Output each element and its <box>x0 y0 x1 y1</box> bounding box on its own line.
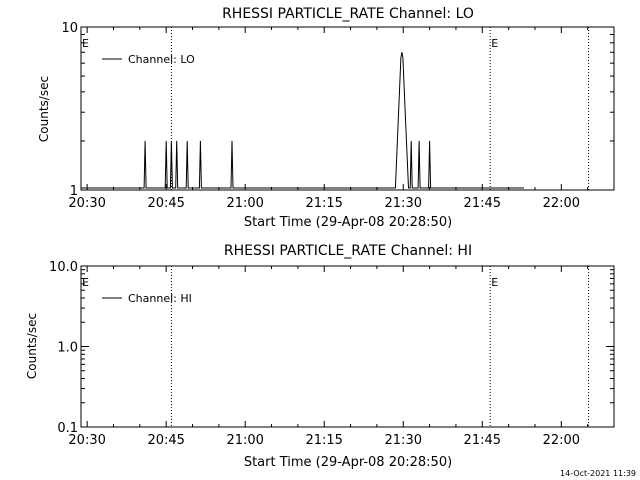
x-axis-label-lo: Start Time (29-Apr-08 20:28:50) <box>244 215 452 230</box>
x-tick-label: 22:00 <box>543 433 580 448</box>
panel-hi: RHESSI PARTICLE_RATE Channel: HI 20:30 20… <box>25 243 615 470</box>
x-tick-label: 21:45 <box>464 433 501 448</box>
y-axis-hi: 0.1 1.0 10.0 <box>49 260 614 436</box>
event-marker-label: E <box>491 276 498 289</box>
y-tick-label: 1.0 <box>57 341 78 356</box>
y-axis-lo: 1 10 <box>61 21 614 199</box>
x-tick-label: 22:00 <box>543 196 580 211</box>
x-tick-label: 20:30 <box>68 196 105 211</box>
plot-frame-hi <box>80 265 615 428</box>
y-tick-label: 10.0 <box>49 260 78 275</box>
x-tick-label: 21:30 <box>385 433 422 448</box>
series-line-lo <box>81 52 524 189</box>
x-tick-label: 20:45 <box>147 196 184 211</box>
x-axis-lo: 20:30 20:45 21:00 21:15 21:30 21:45 22:00 <box>68 27 589 211</box>
legend-label-lo: Channel: LO <box>128 53 195 66</box>
x-tick-label: 20:30 <box>68 433 105 448</box>
event-marker-label: E <box>491 37 498 50</box>
x-axis-label-hi: Start Time (29-Apr-08 20:28:50) <box>244 455 452 470</box>
x-tick-label: 21:15 <box>305 196 342 211</box>
plot-frame-lo <box>80 26 615 191</box>
legend-label-hi: Channel: HI <box>128 292 192 305</box>
y-axis-label-lo: Counts/sec <box>37 76 51 142</box>
x-tick-label: 21:30 <box>385 196 422 211</box>
y-tick-label: 0.1 <box>57 421 78 436</box>
x-tick-label: 21:00 <box>226 196 263 211</box>
y-tick-label: 10 <box>61 21 78 36</box>
x-tick-label: 20:45 <box>147 433 184 448</box>
event-marker-label: E <box>82 37 89 50</box>
x-tick-label: 21:45 <box>464 196 501 211</box>
chart-title-hi: RHESSI PARTICLE_RATE Channel: HI <box>224 243 472 259</box>
x-tick-label: 21:00 <box>226 433 263 448</box>
y-tick-label: 1 <box>70 184 78 199</box>
y-axis-label-hi: Counts/sec <box>25 313 39 379</box>
footer-timestamp: 14-Oct-2021 11:39 <box>560 469 636 478</box>
event-marker-label: E <box>82 276 89 289</box>
chart-title-lo: RHESSI PARTICLE_RATE Channel: LO <box>222 6 474 22</box>
panel-lo: RHESSI PARTICLE_RATE Channel: LO 20:30 20… <box>37 6 615 230</box>
x-axis-hi: 20:30 20:45 21:00 21:15 21:30 21:45 22:00 <box>68 266 589 448</box>
x-tick-label: 21:15 <box>305 433 342 448</box>
